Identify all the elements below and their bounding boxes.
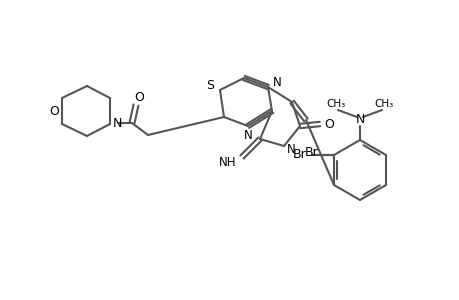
Text: CH₃: CH₃ bbox=[374, 99, 393, 109]
Text: N: N bbox=[286, 142, 295, 155]
Text: O: O bbox=[323, 118, 333, 130]
Text: O: O bbox=[134, 91, 144, 103]
Text: O: O bbox=[49, 104, 59, 118]
Text: N: N bbox=[272, 76, 281, 88]
Text: S: S bbox=[206, 79, 213, 92]
Text: Br: Br bbox=[292, 148, 306, 160]
Text: N: N bbox=[112, 116, 122, 130]
Text: CH₃: CH₃ bbox=[326, 99, 345, 109]
Text: Br: Br bbox=[304, 146, 318, 158]
Text: N: N bbox=[354, 112, 364, 125]
Text: N: N bbox=[243, 128, 252, 142]
Text: NH: NH bbox=[219, 155, 236, 169]
